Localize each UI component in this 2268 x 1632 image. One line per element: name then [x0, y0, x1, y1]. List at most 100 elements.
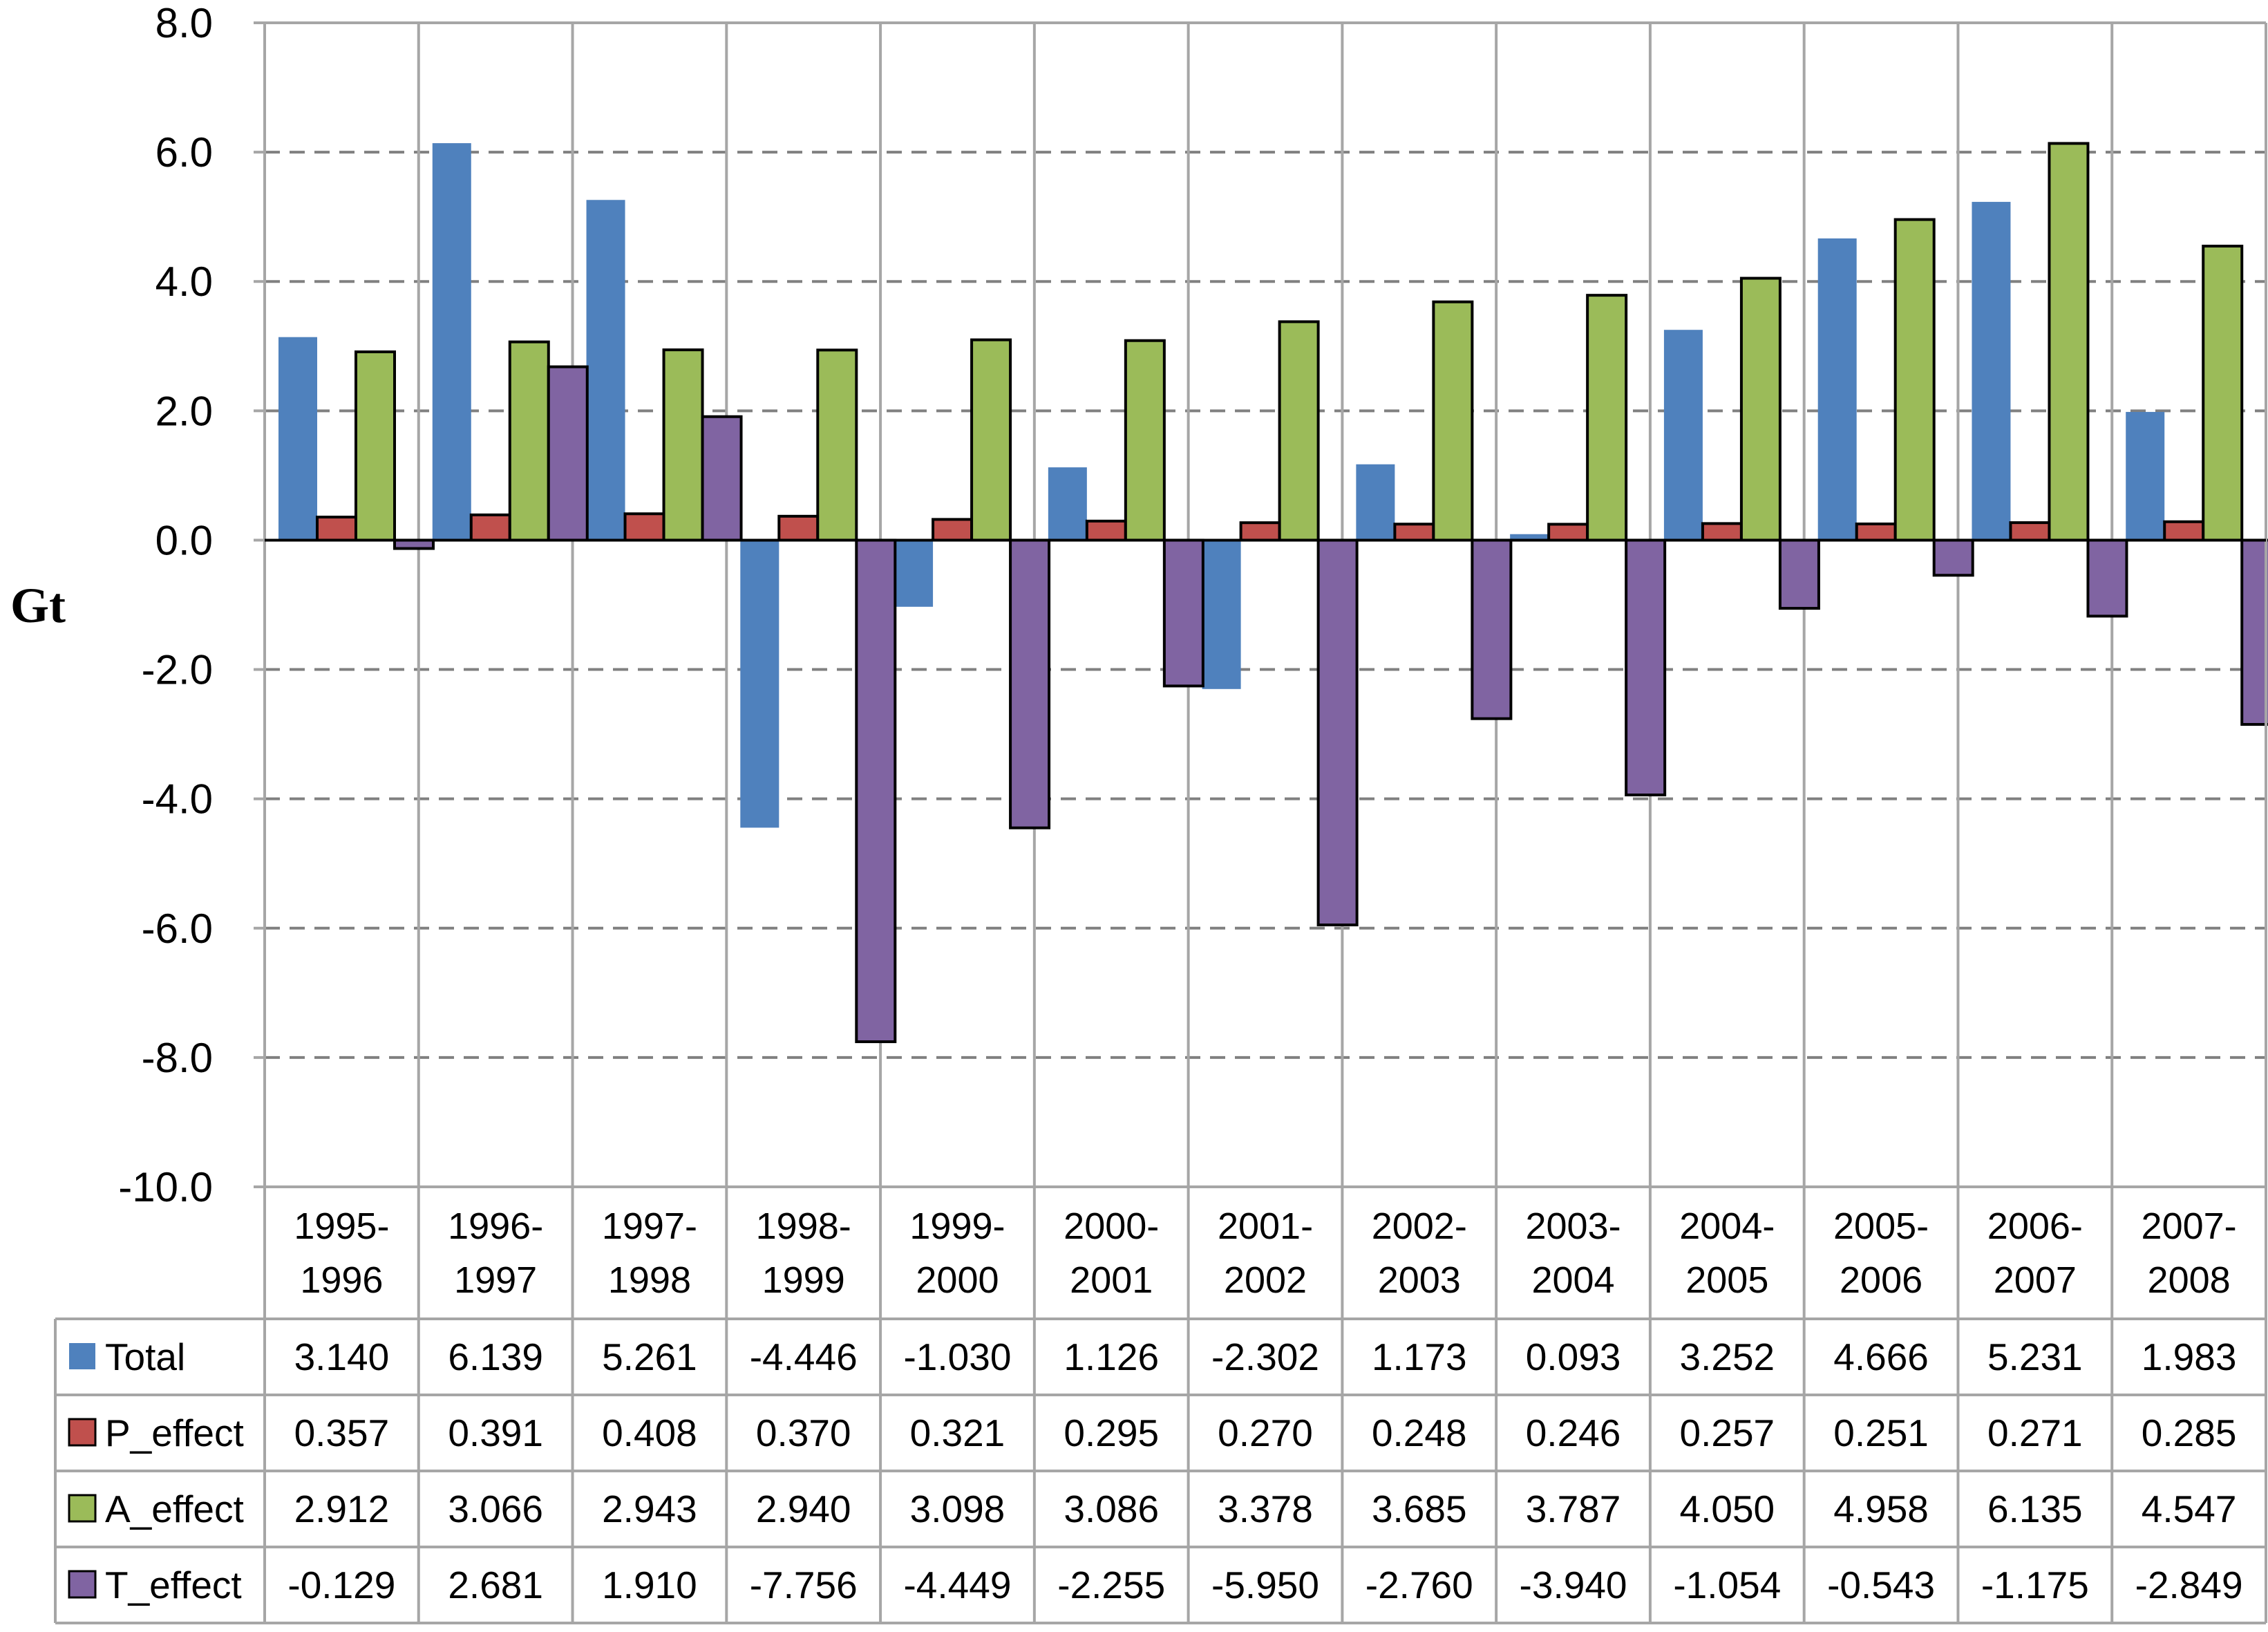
category-label-line: 2002: [1224, 1259, 1307, 1301]
data-label: 3.685: [1372, 1488, 1467, 1530]
bar-a-effect: [662, 348, 704, 542]
category-label-line: 2002-: [1372, 1206, 1467, 1247]
bar-p-effect: [1855, 522, 1897, 542]
data-table: 1995- 1996 1996- 1997 1997- 1998 1998- 1999 1999…: [54, 1206, 2267, 1624]
y-tick-label: 2.0: [155, 388, 213, 434]
bar-a-effect: [1893, 218, 1936, 542]
data-label: 4.050: [1679, 1488, 1775, 1530]
category-label: 2007- 2008: [2142, 1206, 2237, 1301]
category-label-line: 2005: [1685, 1259, 1768, 1301]
category-label: 2000- 2001: [1064, 1206, 1159, 1301]
category-label: 1999- 2000: [909, 1206, 1005, 1301]
data-label: -1.175: [1981, 1564, 2089, 1606]
y-tick-label: -8.0: [142, 1035, 213, 1081]
category-label-line: 2003: [1378, 1259, 1461, 1301]
bar-total: [432, 143, 471, 541]
bar-p-effect: [1547, 523, 1589, 542]
bar-p-effect: [623, 512, 665, 542]
data-label: 6.139: [448, 1335, 543, 1378]
category-label: 1998- 1999: [756, 1206, 851, 1301]
data-label: -3.940: [1520, 1564, 1627, 1606]
bar-t-effect: [1778, 538, 1820, 610]
series-name: T_effect: [105, 1564, 242, 1606]
y-tick-label: -4.0: [142, 776, 213, 823]
category-label-line: 2000: [916, 1259, 999, 1301]
data-label: 6.135: [1987, 1488, 2083, 1530]
bar-p-effect: [932, 518, 974, 542]
data-label: -2.849: [2135, 1564, 2243, 1606]
data-label: 0.093: [1526, 1335, 1621, 1378]
category-label-line: 2004-: [1679, 1206, 1775, 1247]
category-label-line: 2006-: [1987, 1206, 2083, 1247]
category-label: 2006- 2007: [1987, 1206, 2083, 1301]
data-label: 0.285: [2142, 1411, 2237, 1454]
category-label: 2001- 2002: [1218, 1206, 1313, 1301]
data-label: 0.391: [448, 1411, 543, 1454]
bar-total: [586, 200, 625, 541]
bar-t-effect: [1471, 538, 1513, 720]
bar-p-effect: [777, 514, 820, 542]
data-label: 0.270: [1218, 1411, 1313, 1454]
data-label: 0.408: [602, 1411, 697, 1454]
data-label: -4.446: [750, 1335, 858, 1378]
bar-p-effect: [469, 513, 511, 542]
data-label: -4.449: [903, 1564, 1011, 1606]
data-label: 2.912: [294, 1488, 390, 1530]
category-label: 1995- 1996: [294, 1206, 389, 1301]
bar-t-effect: [1932, 538, 1974, 577]
y-tick-label: -10.0: [118, 1164, 213, 1210]
category-label-line: 1998: [608, 1259, 691, 1301]
legend-key-t-effect: [68, 1570, 97, 1599]
bar-p-effect: [1393, 523, 1435, 542]
bar-p-effect: [1239, 521, 1281, 542]
y-tick-label: 6.0: [155, 129, 213, 176]
legend-key-total: [69, 1343, 95, 1369]
data-label: -0.129: [287, 1564, 395, 1606]
category-label: 2002- 2003: [1372, 1206, 1467, 1301]
data-label: 3.066: [448, 1488, 543, 1530]
category-label: 1997- 1998: [602, 1206, 697, 1301]
bar-a-effect: [508, 340, 550, 542]
bar-total: [1972, 202, 2011, 541]
bar-a-effect: [355, 350, 396, 542]
bar-t-effect: [2086, 538, 2128, 618]
bar-p-effect: [1085, 519, 1127, 542]
bar-a-effect: [1124, 339, 1166, 542]
data-label: 0.257: [1679, 1411, 1775, 1454]
data-label: 3.140: [294, 1335, 390, 1378]
data-label: 3.378: [1218, 1488, 1313, 1530]
data-label: -1.030: [903, 1335, 1011, 1378]
data-label: 4.958: [1833, 1488, 1929, 1530]
series-name: P_effect: [105, 1411, 244, 1454]
bar-total: [1202, 540, 1241, 689]
category-label-line: 2005-: [1833, 1206, 1929, 1247]
category-label-line: 1996-: [448, 1206, 543, 1247]
data-label: 0.246: [1526, 1411, 1621, 1454]
bar-t-effect: [1162, 538, 1204, 688]
data-label: 0.295: [1064, 1411, 1159, 1454]
category-label-line: 1997-: [602, 1206, 697, 1247]
bar-a-effect: [1739, 276, 1782, 542]
data-label: 0.357: [294, 1411, 390, 1454]
category-label-line: 2003-: [1525, 1206, 1620, 1247]
bar-p-effect: [316, 516, 357, 542]
category-label: 1996- 1997: [448, 1206, 543, 1301]
data-label: 0.370: [756, 1411, 851, 1454]
bar-total: [740, 540, 779, 828]
data-label: 3.787: [1526, 1488, 1621, 1530]
data-label: -2.302: [1211, 1335, 1319, 1378]
data-label: 0.251: [1833, 1411, 1929, 1454]
bar-a-effect: [1432, 300, 1474, 542]
data-label: 5.231: [1987, 1335, 2083, 1378]
data-label: 1.173: [1372, 1335, 1467, 1378]
legend-key-p-effect: [68, 1418, 97, 1447]
data-label: 3.252: [1679, 1335, 1775, 1378]
data-label: 4.547: [2142, 1488, 2237, 1530]
data-label: 0.271: [1987, 1411, 2083, 1454]
legend-key-a-effect: [68, 1494, 97, 1523]
data-label: -1.054: [1673, 1564, 1781, 1606]
bar-p-effect: [2163, 520, 2205, 542]
bars: [278, 142, 2268, 1044]
bar-t-effect: [855, 538, 897, 1044]
